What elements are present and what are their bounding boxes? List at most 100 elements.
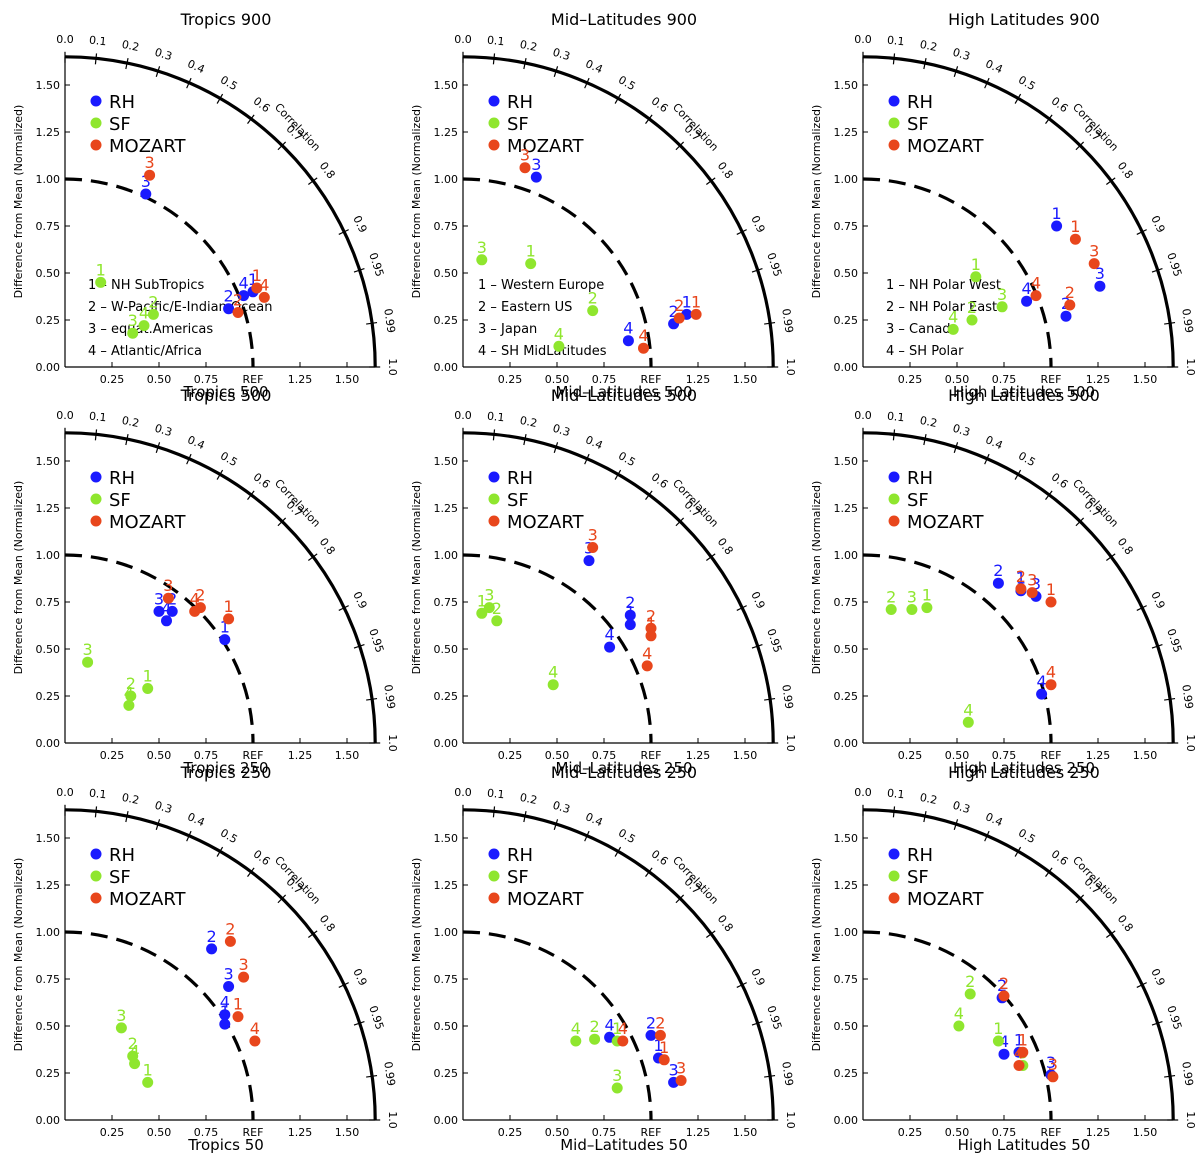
region-key-entry: 1 – Western Europe — [478, 278, 604, 293]
region-key-entry: 3 – equat.Americas — [88, 322, 213, 337]
data-point-label: 1 — [653, 1036, 663, 1055]
data-point — [206, 943, 218, 955]
y-tick-label: 0.25 — [434, 314, 459, 327]
correlation-tick-label: 0.99 — [779, 308, 795, 334]
correlation-tick-label: 0.2 — [519, 414, 539, 430]
region-key-entry: 1 – NH Polar West — [886, 278, 1001, 293]
legend-label: RH — [907, 845, 933, 866]
legend-label: MOZART — [507, 136, 585, 157]
data-point-label: 4 — [642, 644, 652, 663]
region-key-entry: 1 – NH SubTropics — [88, 278, 204, 293]
correlation-tick-label: 0.99 — [1179, 684, 1195, 710]
y-axis-label: Difference from Mean (Normalized) — [12, 105, 25, 299]
correlation-tick-label: 0.6 — [649, 470, 671, 491]
legend-label: SF — [907, 114, 929, 135]
data-point — [624, 619, 636, 631]
data-point-label: 4 — [1046, 663, 1056, 682]
y-axis-label: Difference from Mean (Normalized) — [410, 481, 423, 675]
data-point — [142, 683, 154, 694]
data-point-label: 4 — [130, 1042, 140, 1061]
data-point — [992, 1035, 1004, 1047]
data-point-label: 4 — [259, 275, 269, 294]
panel-title: High Latitudes 250 — [948, 763, 1100, 782]
data-point-label: 4 — [239, 274, 249, 293]
x-tick-label: 0.25 — [498, 749, 523, 762]
correlation-axis-label: Correlation — [1070, 854, 1121, 907]
data-point-label: 3 — [997, 285, 1007, 304]
legend-marker — [90, 848, 102, 860]
correlation-tick-label: 0.95 — [366, 627, 386, 654]
y-tick-label: 0.00 — [36, 361, 61, 374]
x-tick-label: 1.50 — [733, 373, 758, 386]
reference-arc — [64, 177, 255, 368]
legend-marker — [888, 848, 900, 860]
correlation-tick-label: 0.4 — [185, 433, 206, 452]
correlation-tick-label: 0.95 — [1164, 251, 1184, 278]
data-point-label: 2 — [965, 972, 975, 991]
correlation-tick-label: 0.5 — [1016, 826, 1038, 846]
x-tick-label: REF — [1041, 749, 1062, 762]
correlation-tick-label: 0.8 — [317, 159, 338, 181]
data-point-label: 2 — [233, 291, 243, 310]
data-point — [219, 1018, 231, 1030]
data-point — [476, 607, 488, 619]
y-tick-label: 0.50 — [36, 267, 61, 280]
data-point-label: 2 — [967, 298, 977, 317]
legend-marker — [888, 471, 900, 483]
correlation-tick-label: 0.8 — [1115, 535, 1136, 557]
legend-marker — [888, 892, 900, 904]
correlation-tick-label: 0.2 — [919, 791, 939, 807]
panel-title: Tropics 900 — [180, 10, 272, 29]
x-tick-label: 1.25 — [288, 749, 313, 762]
data-point-label: 1 — [993, 1019, 1003, 1038]
data-point-label: 3 — [1031, 574, 1041, 593]
data-point — [570, 1035, 582, 1047]
x-axis-label: Tropics 250 — [182, 759, 268, 777]
correlation-axis-label: Correlation — [670, 477, 721, 530]
outer-correlation-arc — [462, 431, 775, 744]
x-tick-label: 1.25 — [1086, 749, 1111, 762]
y-tick-label: 0.50 — [36, 643, 61, 656]
correlation-tick-label: 0.6 — [1049, 94, 1071, 115]
x-tick-label: REF — [1041, 373, 1062, 386]
data-point-label: 4 — [1037, 672, 1047, 691]
correlation-tick-label: 0.99 — [779, 1061, 795, 1087]
region-key-entry: 2 – Eastern US — [478, 300, 572, 315]
data-point-label: 4 — [190, 589, 200, 608]
correlation-tick-label: 0.0 — [854, 33, 872, 46]
correlation-tick-label: 0.95 — [764, 1004, 784, 1031]
x-tick-label: 1.25 — [1086, 373, 1111, 386]
x-tick-label: 0.25 — [100, 749, 125, 762]
correlation-tick-label: 0.1 — [486, 787, 505, 802]
data-point — [125, 690, 137, 702]
data-point — [587, 542, 599, 553]
data-point — [123, 699, 135, 711]
y-tick-label: 0.00 — [434, 737, 459, 750]
legend-label: RH — [109, 92, 135, 113]
legend-marker — [488, 515, 500, 527]
data-point — [251, 282, 263, 294]
data-point — [219, 634, 231, 646]
data-point-label: 1 — [233, 995, 243, 1014]
data-point-label: 2 — [225, 919, 235, 938]
data-point-label: 4 — [605, 625, 615, 644]
data-point-label: 3 — [163, 576, 173, 595]
data-point — [970, 271, 982, 283]
legend-label: RH — [507, 92, 533, 113]
correlation-tick-label: 0.2 — [519, 791, 539, 807]
data-point — [223, 981, 235, 992]
legend-label: MOZART — [109, 512, 187, 533]
data-point-label: 1 — [224, 597, 234, 616]
data-point — [491, 615, 503, 627]
data-point-label: 1 — [1070, 217, 1080, 236]
correlation-tick-label: 0.2 — [121, 38, 141, 54]
x-tick-label: REF — [641, 749, 662, 762]
correlation-tick-label: 0.1 — [486, 410, 505, 425]
x-tick-label: 1.50 — [335, 749, 360, 762]
x-tick-label: 0.25 — [498, 1126, 523, 1139]
correlation-tick-label: 0.1 — [88, 410, 107, 425]
data-point-label: 1 — [1018, 1030, 1028, 1049]
